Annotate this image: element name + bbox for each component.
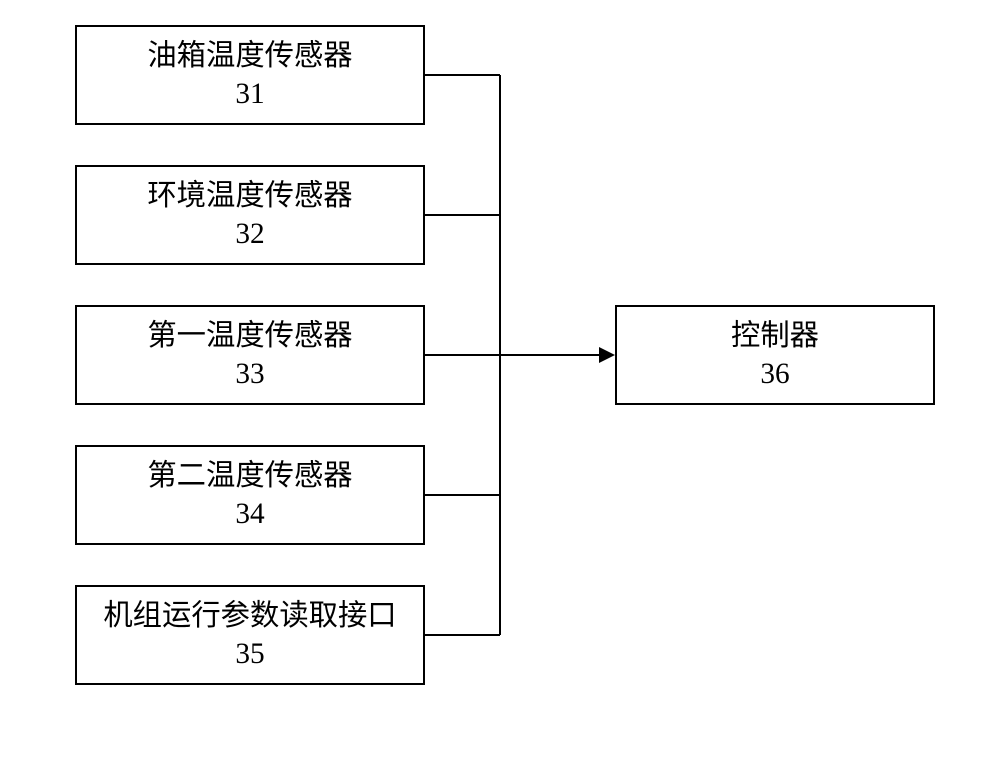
node-label: 机组运行参数读取接口 (103, 597, 396, 635)
node-number: 36 (760, 355, 789, 393)
node-n34: 第二温度传感器34 (75, 445, 425, 545)
node-label: 环境温度传感器 (147, 177, 352, 215)
node-number: 34 (235, 495, 264, 533)
node-n32: 环境温度传感器32 (75, 165, 425, 265)
node-n31: 油箱温度传感器31 (75, 25, 425, 125)
node-number: 32 (235, 215, 264, 253)
node-label: 第一温度传感器 (147, 317, 352, 355)
node-n36: 控制器36 (615, 305, 935, 405)
node-label: 油箱温度传感器 (147, 37, 352, 75)
node-number: 31 (235, 75, 264, 113)
node-n35: 机组运行参数读取接口35 (75, 585, 425, 685)
node-number: 35 (235, 635, 264, 673)
node-n33: 第一温度传感器33 (75, 305, 425, 405)
node-label: 第二温度传感器 (147, 457, 352, 495)
diagram-canvas: 油箱温度传感器31 环境温度传感器32 第一温度传感器33 第二温度传感器34 机组运行… (0, 0, 1000, 762)
node-number: 33 (235, 355, 264, 393)
node-label: 控制器 (731, 317, 819, 355)
